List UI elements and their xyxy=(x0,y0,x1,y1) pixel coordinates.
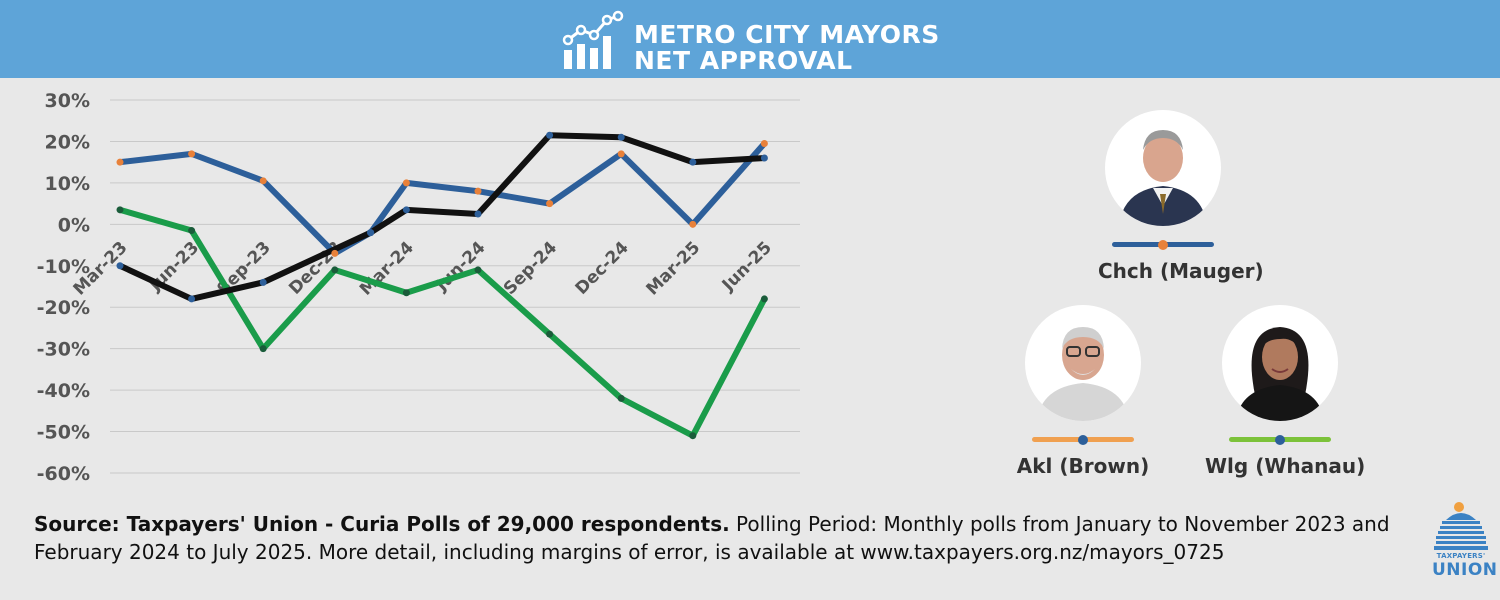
data-point xyxy=(760,154,768,162)
data-point xyxy=(546,131,554,139)
legend-item-chch: Chch (Mauger) xyxy=(1098,110,1264,283)
y-axis-ticks: 30% 20% 10% 0% -10% -20% -30% -40% -50% -60% xyxy=(37,90,90,485)
data-point xyxy=(474,210,482,218)
legend-marker-akl xyxy=(1078,434,1088,445)
y-tick-label: -50% xyxy=(37,422,90,444)
series-line xyxy=(117,140,768,257)
chart-title-line-1: METRO CITY MAYORS xyxy=(634,20,940,49)
data-point xyxy=(116,206,124,214)
mayor-brown-portrait xyxy=(1025,305,1141,421)
x-tick-label: Mar-25 xyxy=(642,238,704,300)
data-point xyxy=(188,150,196,158)
data-point xyxy=(331,249,339,257)
y-tick-label: -20% xyxy=(37,297,90,319)
data-point xyxy=(188,227,196,235)
data-point xyxy=(760,295,768,303)
mayor-mauger-portrait xyxy=(1105,110,1221,226)
y-tick-label: -40% xyxy=(37,380,90,402)
data-point xyxy=(474,187,482,195)
y-tick-label: -60% xyxy=(37,463,90,485)
logo-text-line-2: UNION xyxy=(1432,560,1498,580)
data-point xyxy=(188,295,196,303)
bar-chart-trend-icon xyxy=(562,10,624,69)
series-line xyxy=(117,206,768,439)
legend-marker-chch xyxy=(1158,239,1168,250)
y-tick-label: 30% xyxy=(45,90,90,112)
data-point xyxy=(689,220,697,228)
chart-title-line-2: NET APPROVAL xyxy=(634,46,853,75)
source-note-bold: Source: Taxpayers' Union - Curia Polls o… xyxy=(34,512,730,536)
data-point xyxy=(402,289,410,297)
data-point xyxy=(259,345,267,353)
parliament-building-icon xyxy=(1434,502,1488,550)
data-point xyxy=(331,266,339,274)
legend-line-wlg xyxy=(1229,434,1331,445)
source-note-text: Polling Period: Monthly polls from Janua… xyxy=(34,512,1390,564)
legend-item-akl: Akl (Brown) xyxy=(1013,305,1153,478)
logo-text-line-1: TAXPAYERS' xyxy=(1436,552,1486,560)
legend-label-wlg: Wlg (Whanau) xyxy=(1205,454,1366,478)
x-tick-label: Jun-25 xyxy=(718,238,776,296)
legend-line-chch xyxy=(1112,239,1214,250)
x-tick-label: Jun-24 xyxy=(431,238,489,296)
data-point xyxy=(760,140,768,148)
data-point xyxy=(402,179,410,187)
x-tick-label: Sep-24 xyxy=(500,238,561,299)
data-point xyxy=(402,206,410,214)
series-line xyxy=(117,132,768,302)
taxpayers-union-logo: TAXPAYERS' UNION xyxy=(1432,500,1498,580)
source-note: Source: Taxpayers' Union - Curia Polls o… xyxy=(34,510,1424,566)
data-point xyxy=(546,200,554,208)
data-point xyxy=(546,330,554,338)
data-point xyxy=(617,133,625,141)
data-point xyxy=(689,432,697,440)
x-tick-label: Dec-24 xyxy=(572,238,633,299)
y-tick-label: 0% xyxy=(58,214,90,236)
data-point xyxy=(116,262,124,270)
legend-label-chch: Chch (Mauger) xyxy=(1098,259,1264,283)
mayor-whanau-portrait xyxy=(1222,305,1338,421)
data-point xyxy=(474,266,482,274)
y-tick-label: -30% xyxy=(37,339,90,361)
data-point xyxy=(617,394,625,402)
grid-lines xyxy=(110,99,800,474)
data-point xyxy=(259,278,267,286)
legend-item-wlg: Wlg (Whanau) xyxy=(1205,305,1366,478)
line-chart: 30% 20% 10% 0% -10% -20% -30% -40% -50% -60% Mar-… xyxy=(37,90,800,485)
y-tick-label: 20% xyxy=(45,131,90,153)
data-point xyxy=(617,150,625,158)
y-tick-label: 10% xyxy=(45,173,90,195)
x-tick-label: Jun-23 xyxy=(145,238,203,296)
series-markers xyxy=(116,131,768,440)
legend-marker-wlg xyxy=(1275,434,1285,445)
data-point xyxy=(367,229,375,237)
legend-line-akl xyxy=(1032,434,1134,445)
y-tick-label: -10% xyxy=(37,256,90,278)
data-point xyxy=(259,177,267,185)
header-banner: METRO CITY MAYORS NET APPROVAL xyxy=(0,0,1500,78)
legend-label-akl: Akl (Brown) xyxy=(1016,454,1150,478)
data-point xyxy=(689,158,697,166)
data-point xyxy=(116,158,124,166)
